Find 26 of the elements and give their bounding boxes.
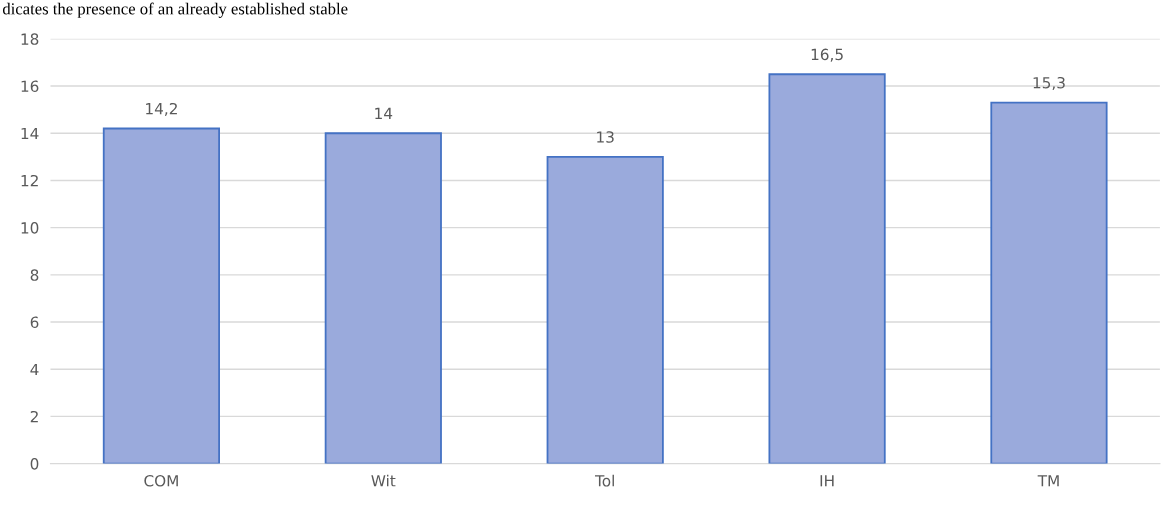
y-tick-label: 16 [21, 80, 39, 93]
y-tick-label: 14 [21, 127, 39, 140]
data-label: 13 [597, 131, 614, 143]
x-tick-label: COM [144, 474, 178, 487]
y-tick-label: 18 [21, 33, 39, 45]
y-tick-label: 12 [21, 174, 38, 187]
y-tick-label: 8 [30, 269, 39, 281]
x-tick-label: Wit [371, 474, 396, 487]
text: dicates the presence of an already established stable [2, 2, 348, 18]
data-label: 14 [375, 107, 393, 119]
bar [102, 127, 221, 464]
bar [768, 73, 886, 464]
y-tick-label: 0 [30, 458, 39, 470]
x-tick-label: IH [820, 475, 834, 487]
x-tick-label: Tol [594, 474, 614, 487]
bar [990, 101, 1108, 464]
bar [324, 132, 442, 464]
y-tick-label: 4 [30, 363, 39, 376]
bar [546, 155, 664, 464]
data-label: 14,2 [146, 102, 177, 117]
y-tick-label: 10 [21, 222, 39, 234]
data-label: 16,5 [811, 48, 843, 62]
x-tick-label: TM [1037, 475, 1059, 487]
y-tick-label: 6 [30, 316, 39, 329]
data-label: 15,3 [1033, 76, 1065, 91]
y-tick-label: 2 [30, 410, 38, 423]
